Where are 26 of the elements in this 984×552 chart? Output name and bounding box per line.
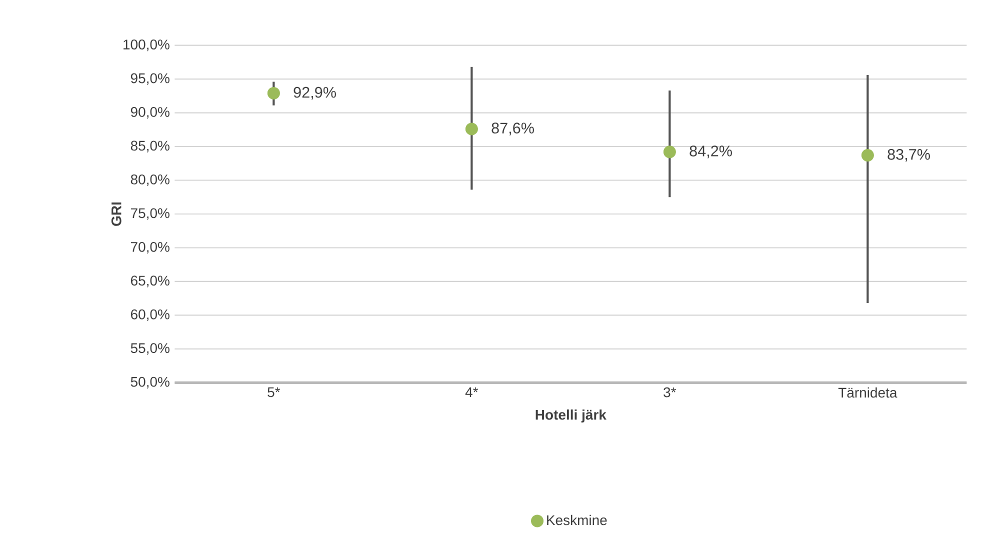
y-tick-label: 80,0% — [130, 174, 170, 186]
y-tick-label: 95,0% — [130, 73, 170, 85]
data-label: 87,6% — [492, 122, 534, 136]
x-tick-label: 4* — [465, 387, 478, 397]
x-tick-label: 3* — [664, 387, 676, 398]
legend-label: Keskmine — [547, 514, 607, 526]
y-axis-title: GRI — [111, 202, 122, 226]
point — [663, 146, 676, 158]
y-tick-label: 90,0% — [130, 107, 170, 119]
y-tick-label: 70,0% — [130, 242, 170, 254]
data-label: 83,7% — [888, 148, 930, 162]
x-axis-title: Hotelli järk — [536, 409, 606, 423]
y-tick-label: 65,0% — [130, 276, 170, 288]
point — [861, 149, 874, 162]
x-tick-label: 5* — [268, 387, 280, 398]
y-tick-label: 55,0% — [130, 343, 170, 355]
data-label: 84,2% — [690, 146, 732, 158]
data-label: 92,9% — [294, 86, 336, 100]
y-tick-label: 75,0% — [130, 208, 170, 220]
point — [267, 86, 280, 100]
y-tick-label: 60,0% — [130, 309, 170, 321]
y-tick-label: 50,0% — [130, 376, 170, 388]
x-tick-label: Tärnideta — [838, 387, 898, 398]
point — [465, 122, 478, 136]
y-tick-label: 85,0% — [130, 140, 170, 152]
y-tick-label: 100,0% — [124, 40, 170, 52]
